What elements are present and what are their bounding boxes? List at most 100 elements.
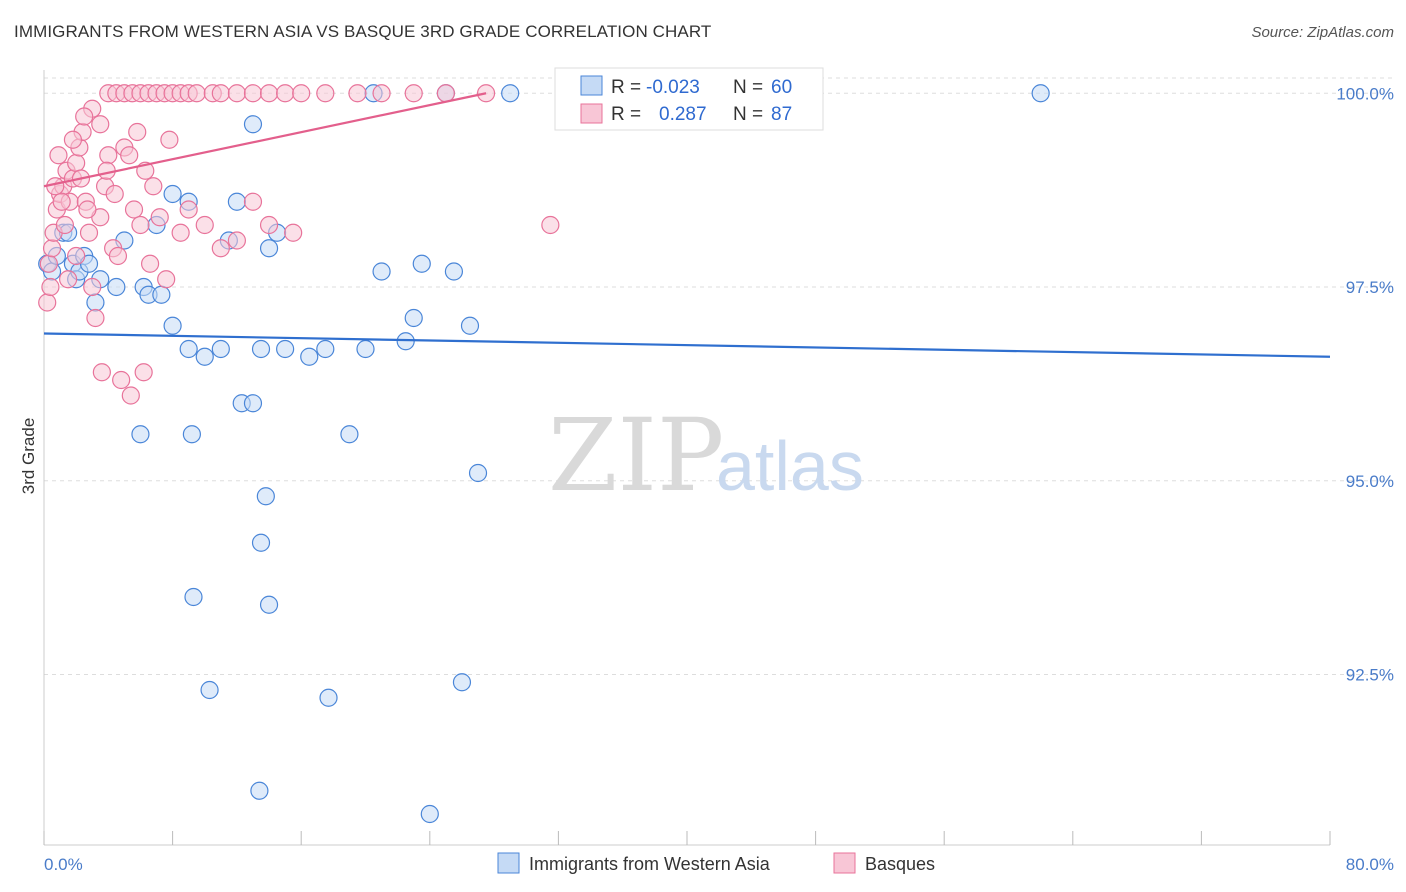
point-western-asia	[316, 339, 335, 359]
trend-lines	[43, 92, 1331, 358]
point-western-asia	[195, 347, 214, 366]
point-western-asia	[200, 680, 219, 700]
bottom-legend-label-2: Basques	[865, 854, 935, 874]
point-basques	[211, 84, 230, 103]
watermark-zip: ZIP	[548, 397, 724, 514]
watermark: ZIP atlas	[548, 397, 864, 514]
x-tick-label-min: 0.0%	[44, 855, 83, 874]
y-tick-label: 95.0%	[1346, 472, 1394, 491]
legend-r-value-2: 0.287	[659, 104, 707, 125]
point-western-asia	[501, 84, 520, 103]
point-western-asia	[340, 425, 359, 444]
legend-swatch-pink	[580, 103, 603, 124]
point-basques	[160, 130, 179, 149]
y-axis-label: 3rd Grade	[19, 418, 38, 495]
chart-title: IMMIGRANTS FROM WESTERN ASIA VS BASQUE 3…	[14, 22, 712, 41]
point-basques	[99, 146, 118, 165]
point-basques	[124, 200, 144, 219]
point-basques	[79, 223, 99, 242]
point-basques	[243, 192, 263, 211]
point-basques	[105, 184, 124, 204]
point-western-asia	[259, 239, 279, 258]
point-basques	[52, 192, 71, 211]
point-basques	[541, 215, 560, 235]
point-basques	[121, 386, 140, 405]
point-western-asia	[152, 285, 171, 304]
point-basques	[144, 177, 163, 196]
point-western-asia	[163, 316, 182, 335]
point-western-asia	[412, 254, 431, 273]
axes	[43, 70, 1331, 846]
point-basques	[195, 215, 214, 235]
point-western-asia	[468, 463, 488, 483]
legend-r-label-1: R =	[611, 77, 641, 98]
point-western-asia	[256, 487, 275, 506]
point-western-asia	[251, 339, 271, 359]
point-basques	[284, 223, 303, 242]
point-western-asia	[107, 277, 126, 297]
legend-n-label-1: N =	[733, 77, 763, 98]
point-basques	[436, 84, 455, 103]
point-basques	[55, 215, 74, 235]
point-western-asia	[460, 316, 480, 335]
legend-r-label-2: R =	[611, 104, 641, 125]
point-basques	[108, 246, 128, 266]
legend-r-value-1: -0.023	[646, 77, 700, 98]
point-western-asia	[1031, 84, 1050, 103]
point-basques	[276, 84, 295, 103]
point-western-asia	[420, 804, 439, 824]
legend: R = -0.023 N = 60 R = 0.287 N = 87	[554, 67, 824, 131]
point-basques	[67, 153, 86, 173]
point-basques	[348, 84, 367, 103]
point-basques	[157, 270, 176, 289]
point-basques	[171, 223, 190, 242]
watermark-atlas: atlas	[716, 427, 864, 505]
point-basques	[227, 84, 246, 103]
point-western-asia	[179, 339, 198, 359]
point-western-asia	[243, 115, 263, 134]
x-tick-labels: 0.0% 80.0%	[44, 855, 1394, 874]
point-basques	[140, 254, 160, 273]
point-western-asia	[276, 339, 295, 359]
point-basques	[211, 239, 230, 258]
y-tick-labels: 92.5% 95.0% 97.5% 100.0%	[1336, 84, 1394, 684]
point-basques	[83, 277, 102, 297]
point-basques	[179, 200, 198, 219]
point-basques	[41, 277, 60, 297]
point-western-asia	[86, 293, 105, 312]
source-label: Source: ZipAtlas.com	[1251, 24, 1394, 41]
point-basques	[131, 215, 150, 235]
bottom-legend-swatch-pink	[833, 852, 856, 874]
point-basques	[259, 215, 279, 235]
y-tick-label: 97.5%	[1346, 278, 1394, 297]
point-western-asia	[250, 781, 269, 800]
point-western-asia	[131, 425, 150, 444]
point-basques	[243, 84, 263, 103]
point-western-asia	[163, 184, 182, 204]
point-basques	[49, 146, 68, 165]
point-western-asia	[259, 595, 279, 614]
point-basques	[134, 363, 153, 382]
point-basques	[150, 208, 169, 227]
gridlines	[44, 77, 1392, 675]
point-basques	[91, 115, 110, 134]
point-basques	[38, 293, 57, 312]
point-western-asia	[372, 262, 391, 281]
trend-line-western-asia	[43, 332, 1331, 358]
scatter-points	[38, 84, 1050, 824]
legend-n-value-1: 60	[771, 77, 792, 98]
point-basques	[86, 308, 105, 328]
point-western-asia	[211, 339, 230, 359]
point-basques	[227, 231, 246, 250]
bottom-legend-swatch-blue	[497, 852, 520, 874]
point-western-asia	[396, 332, 415, 351]
point-basques	[67, 246, 86, 266]
legend-n-value-2: 87	[771, 104, 792, 125]
point-western-asia	[452, 673, 472, 692]
legend-n-label-2: N =	[733, 104, 763, 125]
point-basques	[63, 130, 83, 149]
point-western-asia	[251, 533, 271, 552]
point-basques	[292, 84, 311, 103]
point-basques	[92, 363, 111, 382]
bottom-legend: Immigrants from Western Asia Basques	[497, 852, 935, 874]
